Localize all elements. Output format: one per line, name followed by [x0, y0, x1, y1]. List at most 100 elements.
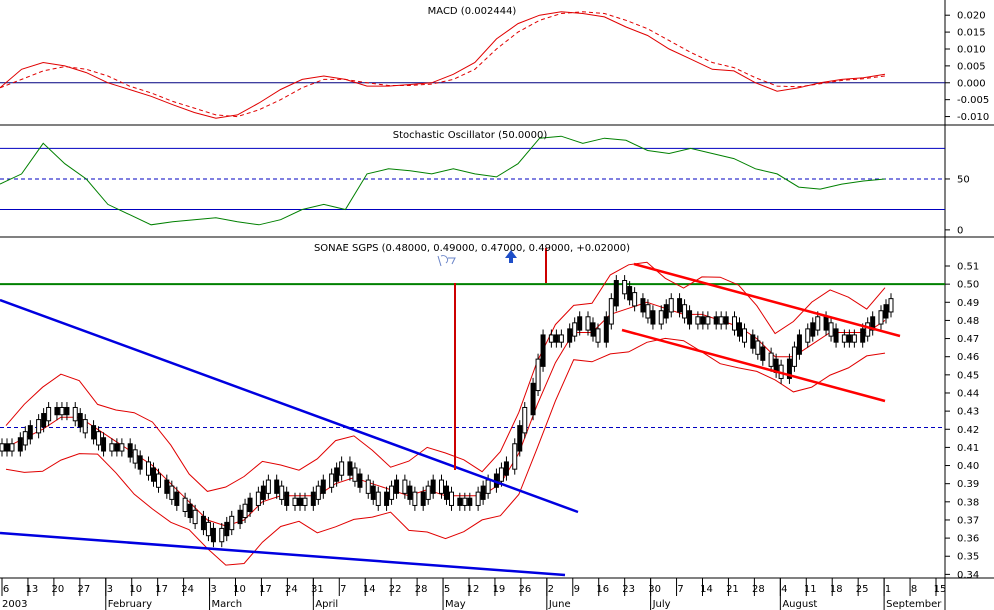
price-ytick-label: 0.47 — [957, 334, 979, 345]
candle-body — [365, 479, 371, 494]
date-axis: 6 13 20 27 3 10 17 24 3 10 17 24 31 7 14 22 28 5 12 19 26 2 9 1… — [1, 578, 947, 610]
annotation-glyph-icon — [437, 255, 456, 267]
date-tick-label: 28 — [415, 584, 428, 595]
candle-body — [786, 358, 792, 379]
candle-body — [828, 322, 834, 337]
candle-body — [146, 461, 151, 476]
candle-body — [870, 316, 876, 331]
price-ytick-label: 0.49 — [957, 298, 979, 309]
price-ytick-label: 0.38 — [957, 497, 979, 508]
candle-body — [114, 443, 120, 452]
date-tick-label: 15 — [934, 584, 947, 595]
candle-body — [810, 322, 816, 337]
price-ytick-label: 0.34 — [957, 570, 979, 581]
date-tick-label: 23 — [622, 584, 635, 595]
candle-body — [522, 406, 528, 434]
candle-body — [334, 467, 340, 482]
candle-body — [274, 479, 280, 494]
candle-body — [200, 515, 206, 531]
date-tick-label: 24 — [181, 584, 194, 595]
candle-body — [22, 431, 28, 446]
macd-ytick-label: -0.005 — [957, 95, 989, 106]
candle-body — [127, 443, 133, 458]
candle-body — [462, 497, 468, 506]
stochastic-title: Stochastic Oscillator (50.0000) — [393, 130, 548, 141]
candle-body — [498, 467, 504, 482]
candle-body — [205, 521, 211, 537]
candle-body — [865, 322, 871, 337]
date-tick-label: 10 — [233, 584, 246, 595]
candle-body — [650, 310, 656, 325]
candle-body — [389, 485, 395, 500]
candle-body — [59, 406, 65, 416]
candle-body — [151, 467, 156, 482]
candle-body — [237, 509, 243, 525]
candle-body — [833, 328, 839, 343]
candle-body — [444, 485, 449, 500]
date-tick-label: 16 — [596, 584, 609, 595]
date-tick-label: 13 — [26, 584, 39, 595]
candle-body — [517, 425, 523, 452]
candle-body — [169, 485, 175, 500]
price-ytick-label: 0.45 — [957, 370, 979, 381]
candle-body — [430, 479, 436, 494]
macd-series-line-0 — [0, 11, 886, 119]
date-tick-label: 25 — [856, 584, 869, 595]
date-tick-label: 27 — [77, 584, 90, 595]
date-tick-label: 30 — [648, 584, 661, 595]
macd-series-line-1 — [0, 11, 886, 118]
candle-body — [402, 479, 408, 494]
candle-body — [9, 443, 15, 452]
blue-support-line — [0, 531, 566, 577]
candle-body — [219, 527, 225, 543]
candle-body — [357, 473, 363, 488]
candle-body — [608, 298, 614, 325]
candle-body — [210, 527, 216, 543]
red-channel-upper-line — [633, 262, 901, 338]
date-tick-label: 14 — [363, 584, 376, 595]
candle-body — [595, 328, 601, 343]
candle-body — [603, 316, 609, 343]
date-tick-label: 7 — [677, 584, 683, 595]
candle-body — [119, 443, 125, 452]
candle-body — [46, 406, 52, 422]
candle-body — [553, 334, 559, 343]
macd-ytick-label: 0.020 — [957, 11, 986, 22]
candle-body — [137, 455, 143, 470]
candle-body — [352, 467, 358, 482]
macd-ytick-label: 0.015 — [957, 28, 986, 39]
date-tick-label: 9 — [574, 584, 580, 595]
candle-body — [823, 316, 829, 331]
candle-body — [284, 491, 290, 506]
candle-body — [705, 316, 711, 325]
candle-body — [82, 419, 88, 434]
date-tick-label: 17 — [155, 584, 168, 595]
price-panel: 0.51 0.50 0.49 0.48 0.47 0.46 0.45 0.44 0.43 0.42… — [0, 248, 979, 581]
date-tick-label: 4 — [781, 584, 787, 595]
candle-body — [156, 473, 161, 488]
candle-body — [713, 316, 719, 325]
candle-body — [791, 346, 797, 367]
month-label: June — [548, 599, 571, 610]
candle-body — [622, 280, 628, 295]
price-ytick-label: 0.41 — [957, 443, 979, 454]
candle-body — [302, 497, 308, 506]
candle-body — [265, 479, 271, 494]
candle-body — [101, 437, 107, 452]
candle-body — [632, 292, 638, 307]
candle-body — [805, 328, 811, 343]
date-tick-label: 5 — [444, 584, 450, 595]
candle-body — [182, 497, 188, 512]
candle-body — [279, 485, 285, 500]
month-label: September — [886, 599, 942, 610]
blue-downtrend-line — [0, 298, 579, 514]
candle-body — [36, 419, 42, 434]
candle-body — [292, 497, 298, 506]
price-ytick-label: 0.46 — [957, 352, 979, 363]
candle-body — [768, 352, 774, 367]
candle-body — [339, 461, 345, 476]
candle-body — [407, 485, 413, 500]
candle-body — [883, 304, 889, 319]
month-label: 2003 — [2, 599, 27, 610]
